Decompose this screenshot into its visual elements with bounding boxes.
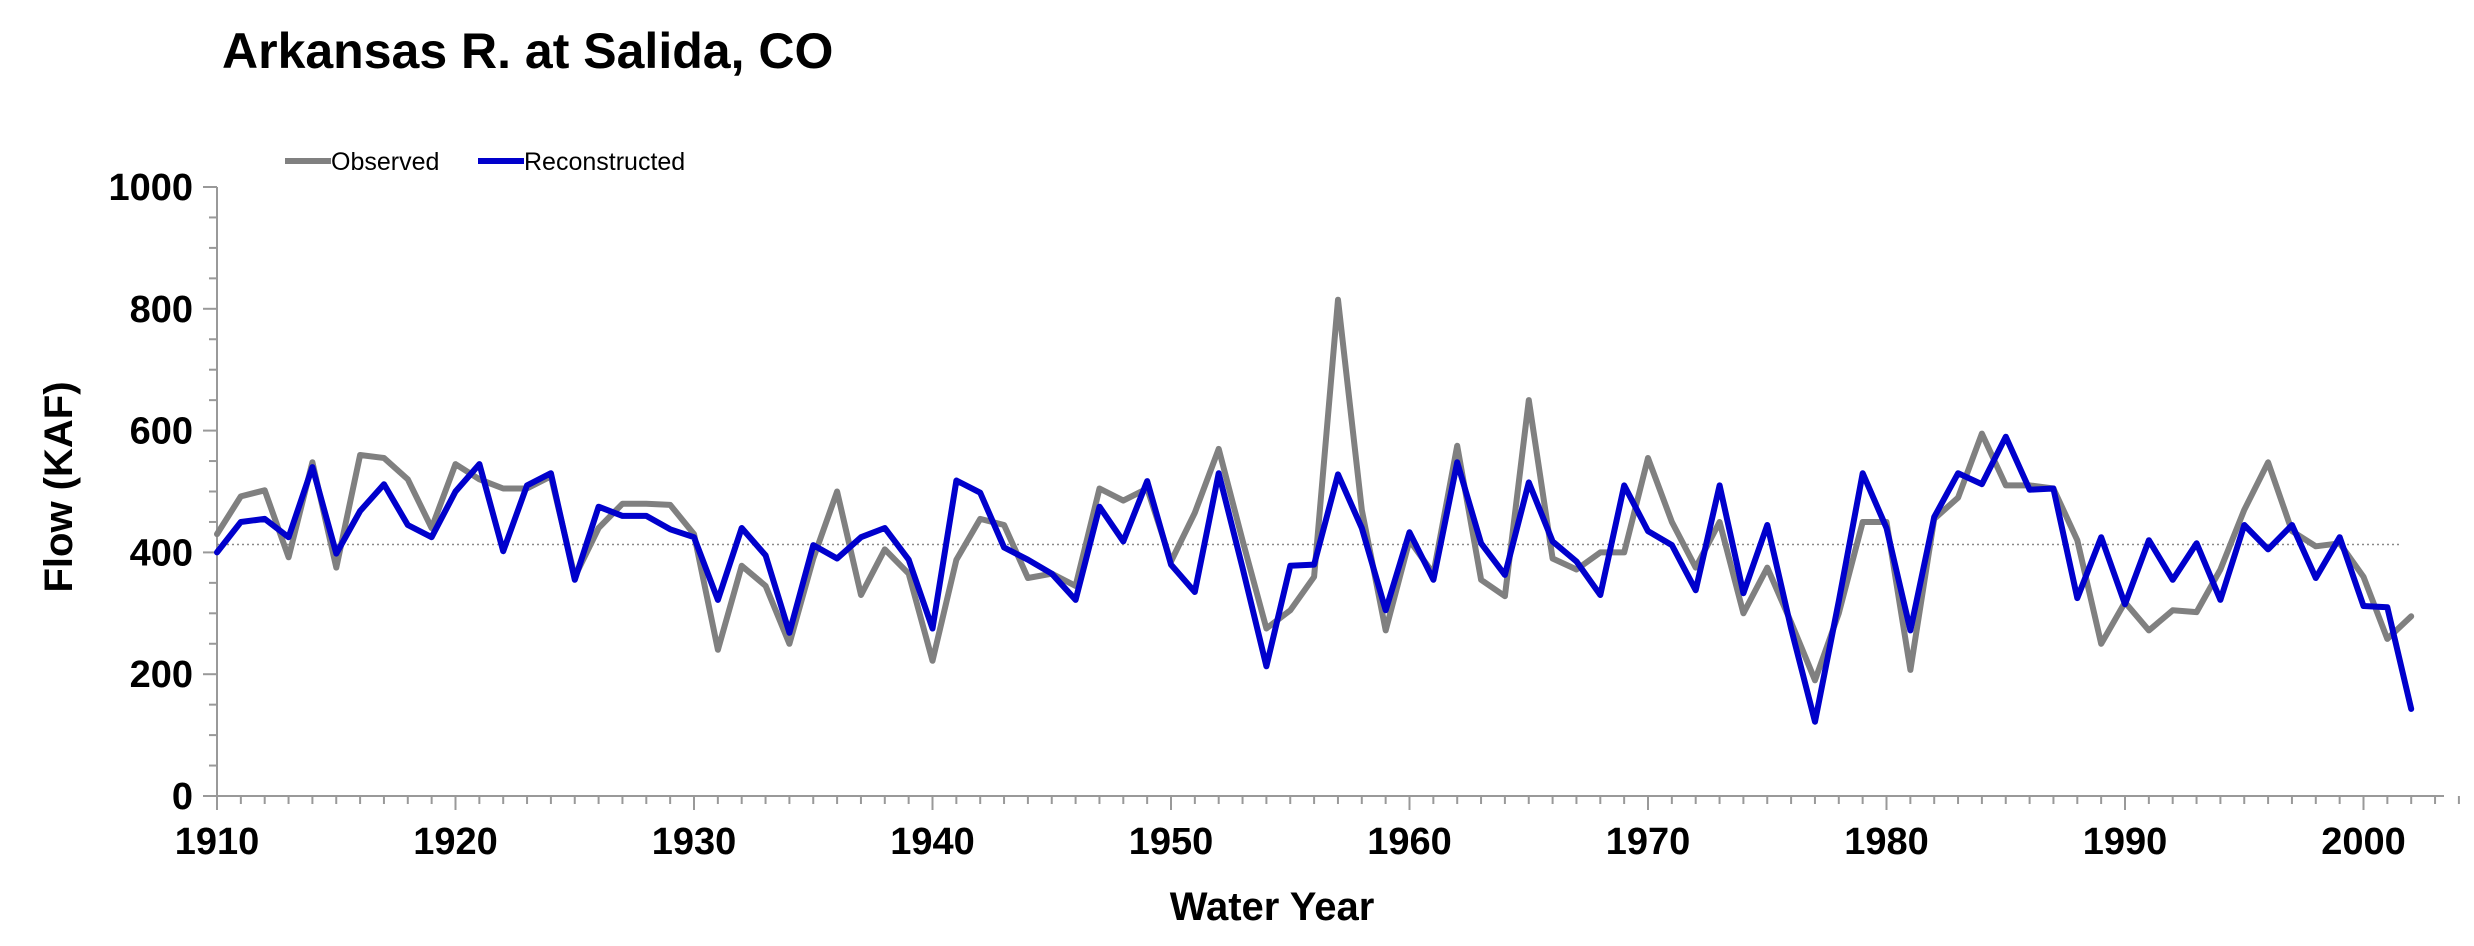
x-axis-title: Water Year [1170, 885, 1375, 929]
legend-label-reconstructed: Reconstructed [524, 148, 685, 176]
x-tick-label: 1910 [175, 821, 260, 863]
series-line-observed [214, 296, 2415, 684]
y-tick-label: 0 [172, 776, 193, 818]
y-axis-title: Flow (KAF) [37, 381, 81, 592]
x-tick-label: 1950 [1129, 821, 1214, 863]
axes: 0 200 400 600 800 1000 1910 1920 1930 1940 1950 196… [108, 167, 2460, 863]
chart-title: Arkansas R. at Salida, CO [222, 23, 834, 79]
y-tick-label: 400 [130, 532, 193, 574]
x-tick-label: 1990 [2083, 821, 2168, 863]
x-tick-label: 1970 [1606, 821, 1691, 863]
series-group [214, 296, 2415, 725]
x-tick-label: 2000 [2321, 821, 2406, 863]
y-tick-label: 800 [130, 289, 193, 331]
x-tick-label: 1960 [1367, 821, 1452, 863]
y-tick-label: 1000 [108, 167, 193, 209]
y-tick-label: 600 [130, 411, 193, 453]
x-tick-label: 1920 [413, 821, 498, 863]
x-tick-label: 1940 [890, 821, 975, 863]
legend-label-observed: Observed [331, 148, 439, 176]
series-line-reconstructed [214, 433, 2415, 725]
x-tick-label: 1980 [1844, 821, 1929, 863]
y-tick-label: 200 [130, 654, 193, 696]
x-tick-label: 1930 [652, 821, 737, 863]
legend: Observed Reconstructed [285, 148, 685, 176]
